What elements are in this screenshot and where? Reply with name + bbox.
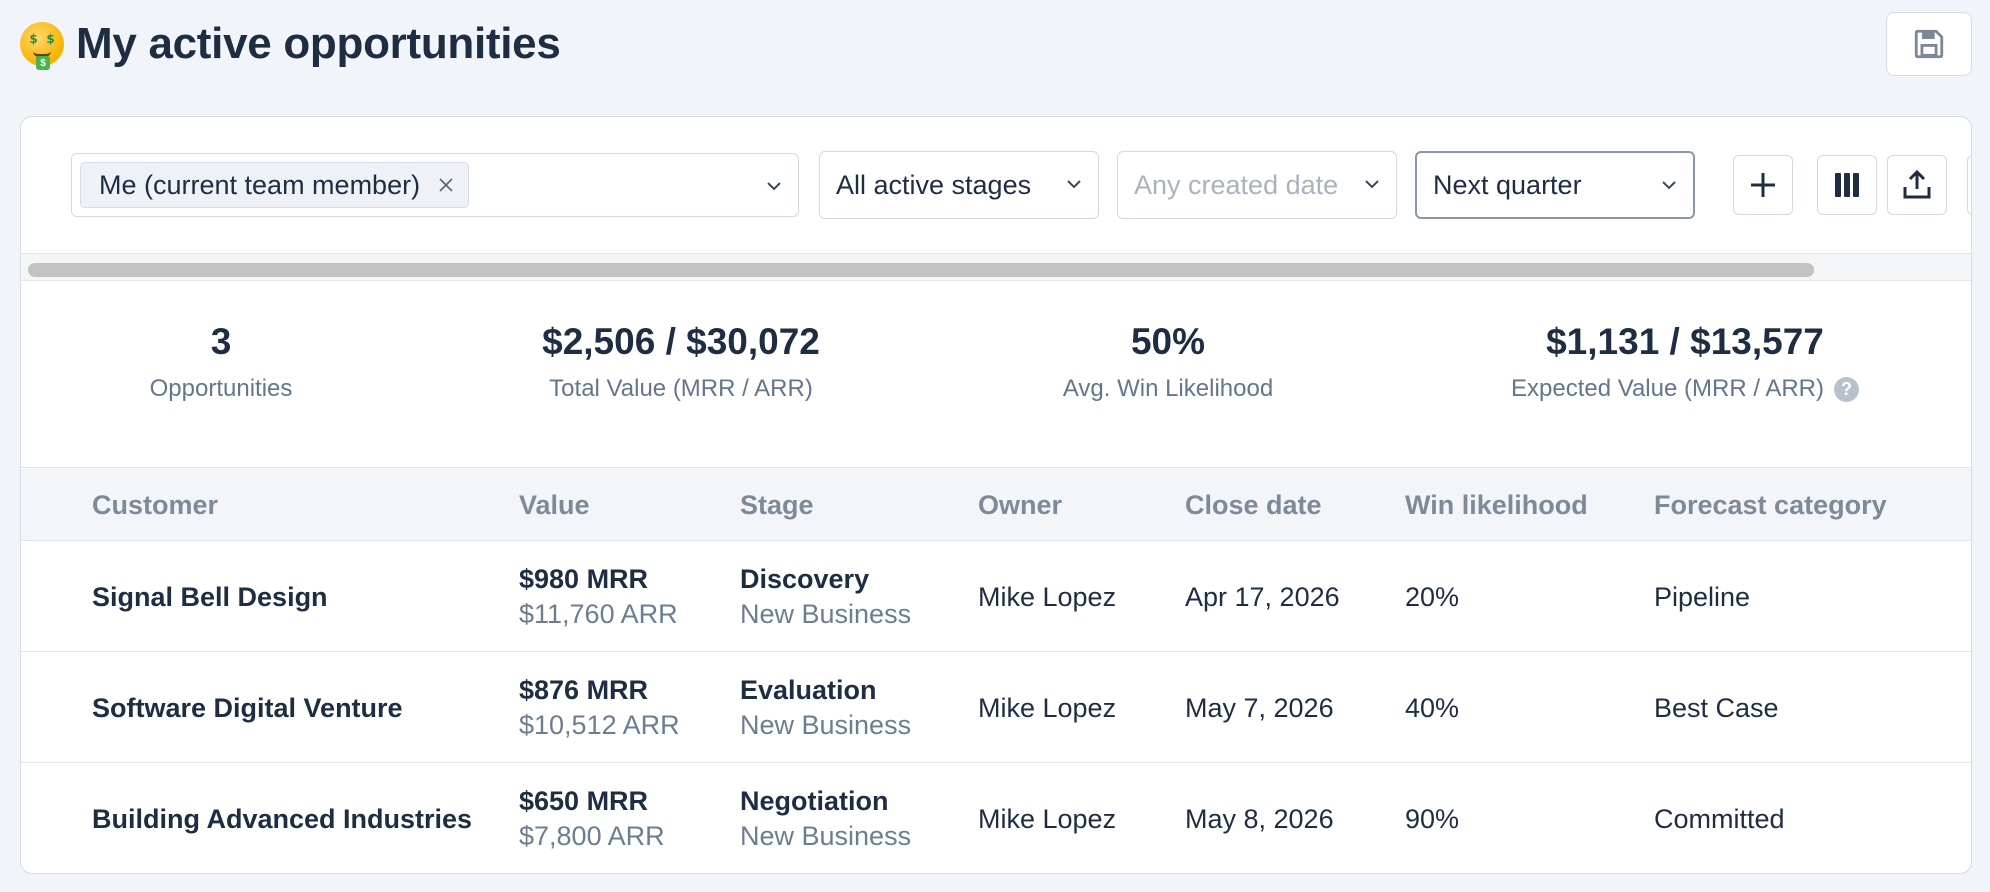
table-header: Customer Value Stage Owner Close date Wi… <box>21 469 1971 541</box>
filter-bar: Me (current team member) All active stag… <box>21 117 1971 253</box>
stage-name: Evaluation <box>740 675 877 705</box>
chevron-down-icon <box>1365 180 1379 189</box>
page-title: My active opportunities <box>76 19 561 68</box>
win-likelihood-cell: 40% <box>1405 692 1460 723</box>
stat-value: 50% <box>1130 321 1206 362</box>
forecast-category-cell: Pipeline <box>1654 581 1751 612</box>
chevron-down-icon <box>1067 180 1081 189</box>
value-arr: $7,800 ARR <box>519 821 665 851</box>
close-period-filter[interactable]: Next quarter <box>1415 151 1695 219</box>
stat-total-value: $2,506 / $30,072 Total Value (MRR / ARR) <box>542 319 820 403</box>
stat-label: Opportunities <box>149 375 293 402</box>
plus-icon <box>1751 173 1775 197</box>
created-date-filter[interactable]: Any created date <box>1117 151 1397 219</box>
columns-button[interactable] <box>1817 155 1877 215</box>
value-mrr: $650 MRR <box>519 786 649 816</box>
stat-expected-value: $1,131 / $13,577 Expected Value (MRR / A… <box>1511 319 1859 403</box>
stage-cell: Discovery New Business <box>740 542 911 652</box>
scrollbar-thumb[interactable] <box>28 263 1814 277</box>
customer-name[interactable]: Software Digital Venture <box>92 692 403 723</box>
money-mouth-face-icon: $ $ $ <box>20 22 64 70</box>
chevron-down-icon <box>767 182 781 191</box>
team-member-chip-label: Me (current team member) <box>99 169 421 200</box>
chevron-down-icon <box>1662 181 1676 190</box>
stat-label: Total Value (MRR / ARR) <box>549 375 813 402</box>
owner-cell: Mike Lopez <box>978 692 1117 723</box>
export-button[interactable] <box>1887 155 1947 215</box>
column-header-owner[interactable]: Owner <box>978 490 1063 520</box>
column-header-close-date[interactable]: Close date <box>1185 490 1322 520</box>
floppy-disk-icon <box>1914 29 1944 59</box>
stat-win-likelihood: 50% Avg. Win Likelihood <box>1063 319 1273 403</box>
stage-cell: Negotiation New Business <box>740 764 912 873</box>
column-header-customer[interactable]: Customer <box>92 490 219 520</box>
value-cell: $650 MRR $7,800 ARR <box>519 764 665 873</box>
value-cell: $980 MRR $11,760 ARR <box>519 542 678 652</box>
stat-opportunities: 3 Opportunities <box>150 319 293 403</box>
overflow-button-edge[interactable] <box>1967 155 1971 215</box>
stat-label: Expected Value (MRR / ARR) <box>1511 375 1824 402</box>
team-member-filter[interactable]: Me (current team member) <box>71 153 799 217</box>
opportunities-card: Me (current team member) All active stag… <box>20 116 1972 874</box>
opportunity-type: New Business <box>740 599 912 629</box>
close-period-value: Next quarter <box>1433 169 1582 200</box>
remove-chip-icon[interactable] <box>438 177 454 193</box>
column-header-stage[interactable]: Stage <box>740 490 814 520</box>
value-mrr: $876 MRR <box>519 675 649 705</box>
table-row[interactable]: Building Advanced Industries $650 MRR $7… <box>21 764 1971 873</box>
add-button[interactable] <box>1733 155 1793 215</box>
stat-value: $1,131 / $13,577 <box>1546 321 1824 362</box>
team-member-chip: Me (current team member) <box>80 162 470 208</box>
owner-cell: Mike Lopez <box>978 803 1117 834</box>
close-date-cell: May 8, 2026 <box>1185 803 1334 834</box>
export-icon <box>1903 169 1931 199</box>
value-arr: $10,512 ARR <box>519 710 680 740</box>
win-likelihood-cell: 20% <box>1405 581 1460 612</box>
stat-value: $2,506 / $30,072 <box>542 321 820 362</box>
value-mrr: $980 MRR <box>519 564 649 594</box>
table-row[interactable]: Signal Bell Design $980 MRR $11,760 ARR … <box>21 542 1971 652</box>
column-header-forecast-category[interactable]: Forecast category <box>1654 490 1887 520</box>
stage-name: Discovery <box>740 564 870 594</box>
stat-value: 3 <box>210 321 232 362</box>
table-row[interactable]: Software Digital Venture $876 MRR $10,51… <box>21 653 1971 763</box>
close-date-cell: May 7, 2026 <box>1185 692 1334 723</box>
summary-stats: 3 Opportunities $2,506 / $30,072 Total V… <box>21 283 1971 468</box>
stat-label: Avg. Win Likelihood <box>1062 375 1274 402</box>
value-cell: $876 MRR $10,512 ARR <box>519 653 680 763</box>
help-icon[interactable]: ? <box>1834 376 1859 402</box>
win-likelihood-cell: 90% <box>1405 803 1460 834</box>
customer-name[interactable]: Signal Bell Design <box>92 581 328 612</box>
customer-name[interactable]: Building Advanced Industries <box>92 803 473 834</box>
page-header: $ $ $ My active opportunities <box>20 14 561 74</box>
columns-icon <box>1835 173 1859 197</box>
owner-cell: Mike Lopez <box>978 581 1117 612</box>
opportunity-type: New Business <box>740 710 912 740</box>
stage-name: Negotiation <box>740 786 889 816</box>
stage-filter[interactable]: All active stages <box>819 151 1099 219</box>
column-header-value[interactable]: Value <box>519 490 590 520</box>
horizontal-scrollbar[interactable] <box>21 253 1971 281</box>
stage-cell: Evaluation New Business <box>740 653 911 763</box>
forecast-category-cell: Best Case <box>1654 692 1779 723</box>
forecast-category-cell: Committed <box>1654 803 1785 834</box>
created-date-placeholder: Any created date <box>1134 169 1339 200</box>
column-header-win-likelihood[interactable]: Win likelihood <box>1405 490 1588 520</box>
value-arr: $11,760 ARR <box>519 599 678 629</box>
close-date-cell: Apr 17, 2026 <box>1185 581 1340 612</box>
save-button[interactable] <box>1886 12 1972 76</box>
stage-filter-value: All active stages <box>836 169 1032 200</box>
opportunity-type: New Business <box>740 821 912 851</box>
